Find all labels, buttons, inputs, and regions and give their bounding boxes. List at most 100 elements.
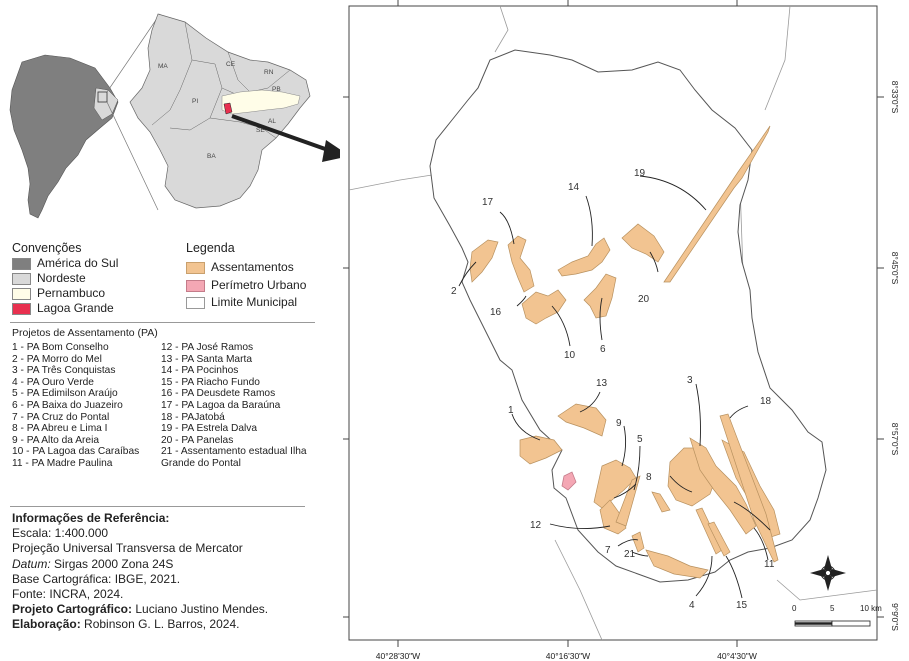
state-label-rn: RN <box>264 69 274 76</box>
settlement-label-15: 15 <box>736 600 748 611</box>
divider-2 <box>10 506 305 507</box>
state-label-pi: PI <box>192 98 198 105</box>
conventions-title: Convenções <box>12 241 82 255</box>
label-lagoa-grande: Lagoa Grande <box>37 301 114 315</box>
settlement-19-20-block <box>621 223 665 263</box>
legend-title: Legenda <box>186 241 235 255</box>
cartographic-label: Projeto Cartográfico: <box>12 602 133 617</box>
state-label-ba: BA <box>207 153 216 160</box>
settlement-21 <box>645 549 709 579</box>
project-item: 5 - PA Edimilson Araújo <box>12 388 118 400</box>
label-assentamentos: Assentamentos <box>211 260 294 274</box>
scale-label-5: 5 <box>830 604 835 613</box>
swatch-pernambuco <box>12 288 31 300</box>
project-item: 14 - PA Pocinhos <box>161 365 239 377</box>
settlement-18 <box>719 413 779 563</box>
pernambuco-shape <box>221 89 301 115</box>
south-america-shape <box>9 54 119 219</box>
state-label-ce: CE <box>226 61 236 68</box>
project-item: 16 - PA Deusdete Ramos <box>161 388 276 400</box>
settlement-label-19: 19 <box>634 168 646 179</box>
label-pernambuco: Pernambuco <box>37 286 106 300</box>
settlement-label-10: 10 <box>564 350 576 361</box>
settlement-17 <box>507 235 535 293</box>
longitude-label: 40°4'30"W <box>717 651 757 661</box>
scale-label-0: 0 <box>792 604 797 613</box>
settlement-9 <box>593 459 637 509</box>
reference-source: Fonte: INCRA, 2024. <box>12 587 124 602</box>
location-arrow-head <box>322 140 340 162</box>
settlement-label-1: 1 <box>508 405 514 416</box>
project-item: 6 - PA Baixa do Juazeiro <box>12 399 123 411</box>
reference-cartographic: Projeto Cartográfico: Luciano Justino Me… <box>12 602 268 617</box>
latitude-label: 8°33'0"S <box>890 81 900 114</box>
reference-datum: Datum: Sirgas 2000 Zona 24S <box>12 557 268 572</box>
projects-title: Projetos de Assentamento (PA) <box>12 327 158 339</box>
settlement-label-2: 2 <box>451 286 457 297</box>
lagoa-grande-shape <box>223 102 233 115</box>
settlement-label-13: 13 <box>596 378 608 389</box>
settlement-1 <box>519 435 563 465</box>
project-item: 11 - PA Madre Paulina <box>12 457 113 469</box>
settlement-4 <box>707 521 731 557</box>
label-nordeste: Nordeste <box>37 271 86 285</box>
latitude-label: 8°45'0"S <box>890 252 900 285</box>
settlement-12 <box>599 499 627 535</box>
settlement-14 <box>557 237 611 277</box>
settlement-16 <box>521 289 567 325</box>
project-item: 17 - PA Lagoa da Baraúna <box>161 399 281 411</box>
elaboration-value: Robinson G. L. Barros, 2024. <box>80 617 240 632</box>
nordeste-shape <box>129 13 311 209</box>
urban-perimeter <box>561 471 577 491</box>
swatch-nordeste <box>12 273 31 285</box>
settlement-10-area <box>651 491 671 513</box>
divider-1 <box>10 322 315 323</box>
project-item: 13 - PA Santa Marta <box>161 353 252 365</box>
project-item: 15 - PA Riacho Fundo <box>161 376 260 388</box>
swatch-lagoa-grande <box>12 303 31 315</box>
state-label-al: AL <box>268 118 276 125</box>
elaboration-label: Elaboração: <box>12 617 81 632</box>
reference-base: Base Cartográfica: IBGE, 2021. <box>12 571 181 586</box>
project-item: 3 - PA Três Conquistas <box>12 365 116 377</box>
project-item: 20 - PA Panelas <box>161 434 234 446</box>
settlement-7 <box>631 531 645 553</box>
project-item: 4 - PA Ouro Verde <box>12 376 94 388</box>
reference-elaboration: Elaboração: Robinson G. L. Barros, 2024. <box>12 617 268 632</box>
project-item: 18 - PAJatobá <box>161 411 225 423</box>
label-perimetro-urbano: Perímetro Urbano <box>211 278 307 292</box>
settlement-label-20: 20 <box>638 294 650 305</box>
settlement-label-17: 17 <box>482 197 494 208</box>
project-item: 1 - PA Bom Conselho <box>12 342 109 353</box>
swatch-america-do-sul <box>12 258 31 270</box>
latitude-label: 8°57'0"S <box>890 423 900 456</box>
settlement-label-18: 18 <box>760 396 772 407</box>
longitude-label: 40°16'30"W <box>546 651 590 661</box>
project-item: Grande do Pontal <box>161 457 241 469</box>
datum-label: Datum: <box>12 556 51 571</box>
scale-bar <box>794 620 871 627</box>
state-label-ma: MA <box>158 63 168 70</box>
settlement-3 <box>689 437 757 535</box>
reference-block: Informações de Referência: Escala: 1:400… <box>12 511 268 633</box>
datum-value: Sirgas 2000 Zona 24S <box>50 556 174 571</box>
project-item: 7 - PA Cruz do Pontal <box>12 411 110 423</box>
settlement-label-16: 16 <box>490 307 502 318</box>
settlement-13 <box>557 403 607 437</box>
latitude-label: 9°9'0"S <box>890 603 900 631</box>
settlement-label-7: 7 <box>605 545 611 556</box>
swatch-perimetro-urbano <box>186 280 205 292</box>
settlement-label-21: 21 <box>624 549 636 560</box>
projects-col1: 1 - PA Bom Conselho 2 - PA Morro do Mel … <box>12 342 139 470</box>
project-item: 21 - Assentamento estadual Ilha <box>161 446 307 458</box>
settlement-label-11: 11 <box>764 559 775 570</box>
settlement-label-14: 14 <box>568 182 580 193</box>
state-label-pb: PB <box>272 86 281 93</box>
project-item: 8 - PA Abreu e Lima I <box>12 423 108 435</box>
swatch-limite-municipal <box>186 297 205 309</box>
longitude-label: 40°28'30"W <box>376 651 420 661</box>
main-map: 1 2 3 4 5 6 7 8 9 10 11 12 13 14 15 16 1… <box>343 0 900 661</box>
settlement-6 <box>583 273 617 319</box>
reference-projection: Projeção Universal Transversa de Mercato… <box>12 541 243 556</box>
label-limite-municipal: Limite Municipal <box>211 295 298 309</box>
